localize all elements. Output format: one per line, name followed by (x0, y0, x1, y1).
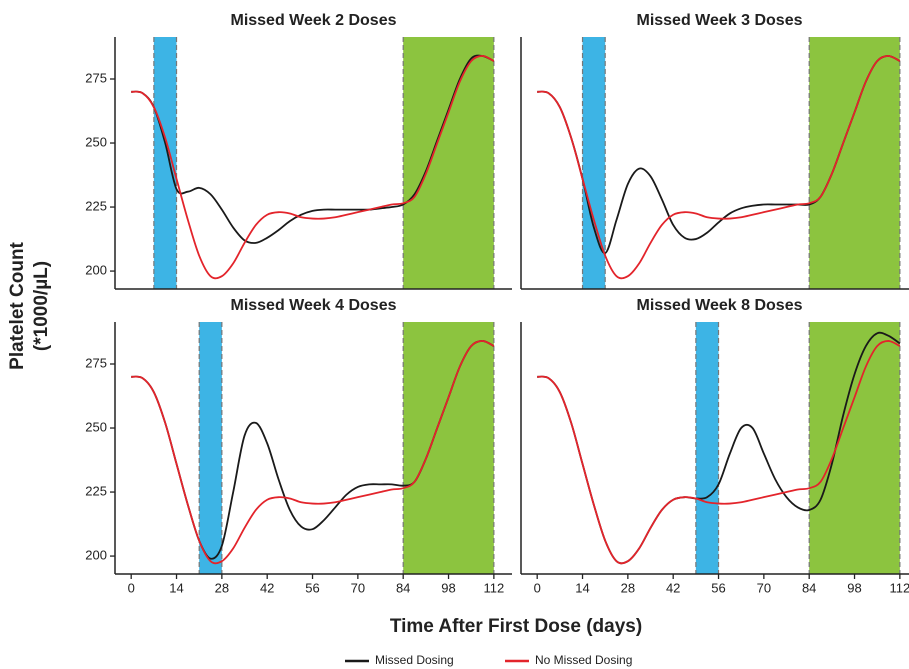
series-line (131, 55, 495, 280)
panel (537, 322, 901, 574)
panel-title: Missed Week 3 Doses (636, 12, 802, 29)
panel (131, 37, 495, 289)
y-tick-label: 250 (85, 419, 107, 434)
y-tick-label: 225 (85, 483, 107, 498)
x-tick-label: 84 (802, 580, 816, 595)
series-line (537, 340, 901, 565)
dosing-band (582, 37, 606, 289)
y-tick-label: 200 (85, 548, 107, 563)
y-tick-label: 275 (85, 355, 107, 370)
dosing-band (199, 322, 222, 574)
y-axis-label: (*1000/µL) (31, 261, 52, 351)
dosing-band (403, 322, 494, 574)
legend-label: Missed Dosing (375, 653, 454, 667)
legend-label: No Missed Dosing (535, 653, 632, 667)
series-line (537, 55, 901, 280)
x-tick-label: 0 (534, 580, 541, 595)
dosing-band (153, 37, 177, 289)
x-tick-label: 28 (621, 580, 635, 595)
dosing-band (809, 37, 900, 289)
x-tick-label: 56 (711, 580, 725, 595)
x-tick-label: 0 (128, 580, 135, 595)
x-tick-label: 28 (215, 580, 229, 595)
dosing-band (809, 322, 900, 574)
y-axis-label: Platelet Count (7, 241, 28, 369)
panel-title: Missed Week 2 Doses (230, 12, 396, 29)
x-tick-label: 56 (305, 580, 319, 595)
y-tick-label: 200 (85, 263, 107, 278)
x-tick-label: 84 (396, 580, 410, 595)
y-tick-label: 275 (85, 70, 107, 85)
x-tick-label: 98 (441, 580, 455, 595)
series-line (131, 340, 495, 565)
y-tick-label: 250 (85, 134, 107, 149)
panel-title: Missed Week 8 Doses (636, 297, 802, 314)
panel (131, 322, 495, 574)
x-tick-label: 42 (260, 580, 274, 595)
dosing-band (695, 322, 719, 574)
x-tick-label: 14 (575, 580, 589, 595)
x-tick-label: 112 (483, 580, 504, 595)
x-tick-label: 70 (351, 580, 365, 595)
x-tick-label: 112 (889, 580, 909, 595)
y-tick-label: 225 (85, 198, 107, 213)
x-axis-label: Time After First Dose (days) (390, 616, 642, 637)
panel (537, 37, 901, 289)
x-tick-label: 98 (847, 580, 861, 595)
x-tick-label: 14 (169, 580, 183, 595)
x-tick-label: 42 (666, 580, 680, 595)
x-tick-label: 70 (757, 580, 771, 595)
panel-title: Missed Week 4 Doses (230, 297, 396, 314)
dosing-band (403, 37, 494, 289)
